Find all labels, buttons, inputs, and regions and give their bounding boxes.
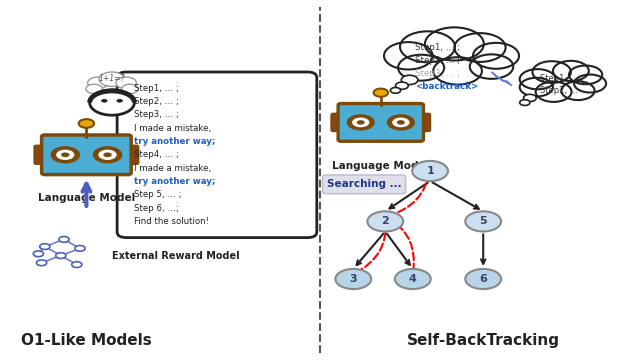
Circle shape [425,27,484,60]
Text: Step 6, …;: Step 6, …; [134,204,179,212]
FancyBboxPatch shape [323,175,406,194]
Circle shape [335,269,371,289]
FancyBboxPatch shape [413,114,430,131]
Text: 2: 2 [381,216,389,226]
Circle shape [86,84,102,94]
Text: Find the solution!: Find the solution! [134,217,209,226]
FancyBboxPatch shape [42,135,131,175]
FancyBboxPatch shape [117,72,317,238]
Circle shape [392,117,410,127]
FancyBboxPatch shape [332,114,349,131]
Circle shape [348,115,374,130]
Text: I made a mistake,: I made a mistake, [134,164,212,173]
Text: Step2, …: Step2, … [540,86,578,95]
Circle shape [116,77,136,89]
Circle shape [574,75,606,93]
Circle shape [524,94,536,102]
Circle shape [473,43,519,69]
Circle shape [122,84,138,94]
Text: try another way;: try another way; [134,177,216,186]
Circle shape [116,99,123,103]
Circle shape [396,82,408,89]
Circle shape [59,237,69,242]
Text: Step1, … ;: Step1, … ; [134,84,179,93]
Circle shape [532,61,571,83]
Circle shape [520,69,556,89]
Circle shape [398,55,444,81]
Polygon shape [99,101,128,108]
Polygon shape [492,72,512,86]
Circle shape [520,100,530,105]
Circle shape [536,82,572,102]
FancyBboxPatch shape [338,104,424,141]
Circle shape [397,120,405,125]
Circle shape [56,253,66,258]
Text: I made a mistake,: I made a mistake, [134,124,212,133]
Text: External Reward Model: External Reward Model [112,251,239,261]
Text: Language Model: Language Model [38,193,135,203]
FancyBboxPatch shape [35,146,52,164]
Circle shape [561,81,595,100]
Text: Step3, … ;: Step3, … ; [415,69,460,78]
Circle shape [93,147,122,163]
Text: 5: 5 [479,216,487,226]
Circle shape [367,211,403,231]
Text: 6: 6 [479,274,487,284]
Circle shape [433,57,482,85]
Text: Searching ...: Searching ... [327,179,401,189]
FancyBboxPatch shape [120,146,138,164]
Circle shape [454,33,506,62]
Circle shape [374,89,388,97]
Text: Step4, … ;: Step4, … ; [134,150,179,159]
Circle shape [401,75,418,85]
Circle shape [101,99,108,103]
Circle shape [395,269,431,289]
Circle shape [553,61,589,81]
Circle shape [412,161,448,181]
Text: Step 5, … ;: Step 5, … ; [134,190,182,199]
Text: 1+1=?: 1+1=? [99,74,125,83]
Circle shape [390,87,401,93]
Text: Step1, … ;: Step1, … ; [540,74,583,83]
Text: 3: 3 [349,274,357,284]
Circle shape [75,246,85,251]
Circle shape [103,152,112,157]
Circle shape [40,244,50,249]
Circle shape [36,260,47,266]
Circle shape [520,78,553,96]
Text: 1: 1 [426,166,434,176]
Circle shape [470,54,513,79]
Circle shape [72,262,82,267]
Circle shape [465,211,501,231]
Text: Self-BackTracking: Self-BackTracking [406,333,560,348]
Circle shape [569,66,602,84]
Circle shape [465,269,501,289]
Circle shape [90,90,134,115]
Circle shape [61,152,70,157]
Circle shape [99,150,116,160]
Circle shape [33,251,44,257]
Circle shape [384,42,433,69]
Circle shape [88,77,108,89]
Text: try another way;: try another way; [134,137,216,146]
Text: Step3, … ;: Step3, … ; [134,111,179,120]
Circle shape [387,115,414,130]
Circle shape [51,147,79,163]
Text: Language Model: Language Model [332,161,429,171]
Circle shape [99,72,125,86]
Circle shape [356,120,365,125]
Circle shape [56,150,74,160]
Text: Step1, … ;: Step1, … ; [415,43,460,52]
Text: Step2, … ;: Step2, … ; [415,56,460,65]
Circle shape [79,119,94,128]
Text: 4: 4 [409,274,417,284]
Circle shape [400,31,455,62]
Text: Step2, … ;: Step2, … ; [134,97,179,106]
Text: O1-Like Models: O1-Like Models [21,333,152,348]
Text: <backtrack>: <backtrack> [415,82,478,91]
Circle shape [352,117,369,127]
